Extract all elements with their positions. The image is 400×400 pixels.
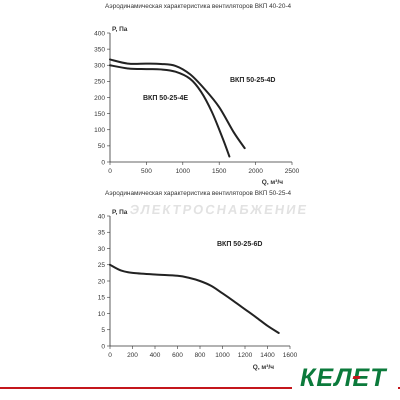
y-tick-label: 100 <box>94 127 105 134</box>
logo-accent-mark <box>352 376 361 379</box>
series-label: ВКП 50-25-6D <box>217 241 263 248</box>
x-tick-label: 0 <box>108 168 112 175</box>
watermark-text: ЭЛЕКТРОСНАБЖЕНИЕ <box>128 202 310 217</box>
x-tick-label: 200 <box>127 352 138 359</box>
y-tick-label: 35 <box>98 230 106 237</box>
y-tick-label: 15 <box>98 295 106 302</box>
x-tick-label: 2000 <box>248 168 263 175</box>
series-label: ВКП 50-25-4D <box>230 77 276 84</box>
logo-backdrop <box>292 366 398 398</box>
y-tick-label: 20 <box>98 278 106 285</box>
series-line <box>109 58 246 150</box>
y-axis-label: P, Па <box>112 209 128 216</box>
x-tick-label: 800 <box>195 352 206 359</box>
x-tick-label: 2500 <box>285 168 300 175</box>
y-tick-label: 150 <box>94 111 105 118</box>
chart-top: 0 500 1000 1500 2000 2500 0 50 100 150 200 250 300 35… <box>94 26 299 186</box>
x-axis-label: Q, м³/ч <box>262 179 283 186</box>
x-tick-label: 1400 <box>260 352 275 359</box>
x-tick-label: 1500 <box>212 168 227 175</box>
y-tick-label: 250 <box>94 79 105 86</box>
x-tick-label: 500 <box>141 168 152 175</box>
series-line <box>109 64 231 158</box>
y-axis-label: P, Па <box>112 26 128 33</box>
y-tick-label: 25 <box>98 262 106 269</box>
chart-bottom: 0 200 400 600 800 1000 1200 1400 1600 0 5 10 15 20 25 3… <box>98 209 298 371</box>
series-line <box>109 263 280 334</box>
y-tick-label: 30 <box>98 246 106 253</box>
y-tick-label: 400 <box>94 30 105 37</box>
y-tick-label: 5 <box>101 327 105 334</box>
x-tick-label: 1000 <box>215 352 230 359</box>
y-tick-label: 0 <box>101 159 105 166</box>
company-logo: КЕЛЕТ <box>300 364 387 392</box>
y-tick-label: 350 <box>94 46 105 53</box>
footer-red-line <box>0 387 400 389</box>
y-tick-label: 200 <box>94 95 105 102</box>
x-axis-label: Q, м³/ч <box>253 364 274 371</box>
chart-title-bottom: Аэродинамическая характеристика вентилят… <box>105 190 292 197</box>
x-tick-label: 1000 <box>176 168 191 175</box>
x-tick-label: 0 <box>108 352 112 359</box>
y-tick-label: 50 <box>98 143 106 150</box>
x-tick-label: 600 <box>172 352 183 359</box>
series-label: ВКП 50-25-4E <box>143 95 188 102</box>
x-tick-label: 1600 <box>283 352 298 359</box>
x-tick-label: 1200 <box>238 352 253 359</box>
y-tick-label: 10 <box>98 311 106 318</box>
y-tick-label: 300 <box>94 63 105 70</box>
y-tick-label: 40 <box>98 213 106 220</box>
chart-title-top: Аэродинамическая характеристика вентилят… <box>105 3 292 10</box>
x-tick-label: 400 <box>150 352 161 359</box>
y-tick-label: 0 <box>101 343 105 350</box>
